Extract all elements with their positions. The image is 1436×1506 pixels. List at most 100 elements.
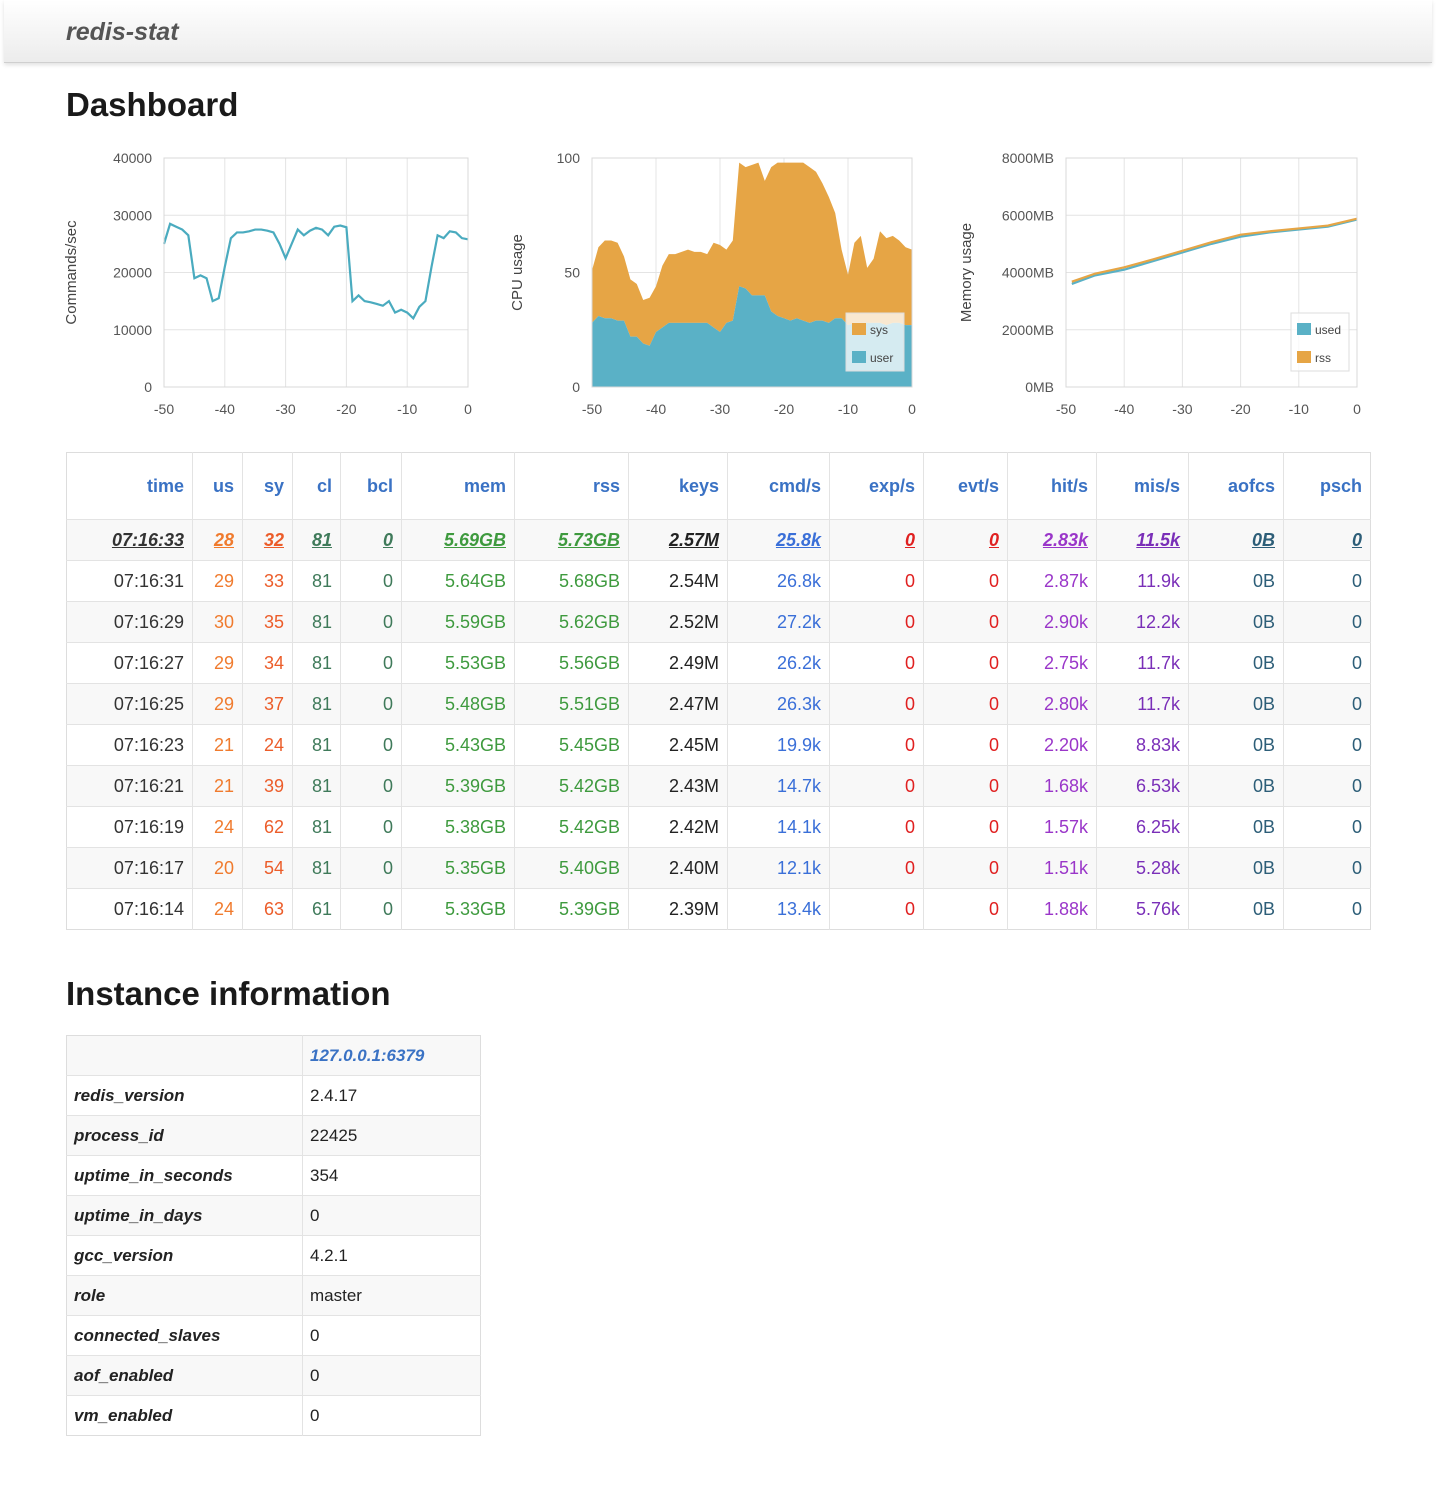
column-header-psch[interactable]: psch <box>1283 452 1371 520</box>
column-header-us[interactable]: us <box>192 452 243 520</box>
cell-mis-per-s: 6.53k <box>1096 765 1189 807</box>
table-row: 07:16:19 24 62 81 0 5.38GB 5.42GB 2.42M 14.1k 0 0 1… <box>66 806 1371 848</box>
column-header-evt-per-s[interactable]: evt/s <box>923 452 1008 520</box>
column-header-cmd-per-s[interactable]: cmd/s <box>727 452 830 520</box>
cell-cmd-per-s: 13.4k <box>727 888 830 930</box>
series-line-used <box>1071 218 1358 285</box>
cell-hit-per-s: 2.90k <box>1007 601 1097 643</box>
cell-cmd-per-s: 19.9k <box>727 724 830 766</box>
instance-host: 127.0.0.1:6379 <box>302 1035 481 1076</box>
cell-hit-per-s: 1.68k <box>1007 765 1097 807</box>
x-tick-label: -40 <box>1114 401 1134 417</box>
cell-exp-per-s: 0 <box>829 765 924 807</box>
cell-psch: 0 <box>1283 888 1371 930</box>
cell-rss: 5.62GB <box>514 601 629 643</box>
x-tick-label: -50 <box>1056 401 1076 417</box>
y-tick-label: 20000 <box>113 265 152 281</box>
cell-cmd-per-s: 12.1k <box>727 847 830 889</box>
y-axis-label: Commands/sec <box>63 220 80 325</box>
cell-mem: 5.38GB <box>401 806 515 848</box>
cell-mis-per-s: 12.2k <box>1096 601 1189 643</box>
cell-us: 29 <box>192 642 243 684</box>
cell-keys: 2.47M <box>628 683 728 725</box>
cell-hit-per-s: 1.51k <box>1007 847 1097 889</box>
legend-swatch-sys <box>852 323 866 335</box>
cell-cl: 81 <box>292 560 341 602</box>
instance-row: gcc_version 4.2.1 <box>66 1235 481 1276</box>
cell-psch: 0 <box>1283 806 1371 848</box>
column-header-aofcs[interactable]: aofcs <box>1188 452 1284 520</box>
x-tick-label: -50 <box>154 401 174 417</box>
cell-sy: 24 <box>242 724 293 766</box>
cell-cmd-per-s: 26.3k <box>727 683 830 725</box>
cell-evt-per-s: 0 <box>923 847 1008 889</box>
column-header-keys[interactable]: keys <box>628 452 728 520</box>
cell-time: 07:16:19 <box>66 806 193 848</box>
instance-key: connected_slaves <box>66 1315 303 1356</box>
column-header-bcl[interactable]: bcl <box>340 452 402 520</box>
cell-rss: 5.39GB <box>514 888 629 930</box>
instance-key: vm_enabled <box>66 1395 303 1436</box>
cell-cmd-per-s: 26.8k <box>727 560 830 602</box>
cell-rss: 5.68GB <box>514 560 629 602</box>
cell-us: 29 <box>192 683 243 725</box>
column-header-cl[interactable]: cl <box>292 452 341 520</box>
x-tick-label: -20 <box>774 401 794 417</box>
instance-key: uptime_in_days <box>66 1195 303 1236</box>
cell-sy: 63 <box>242 888 293 930</box>
x-tick-label: -30 <box>710 401 730 417</box>
cell-exp-per-s: 0 <box>829 642 924 684</box>
column-header-sy[interactable]: sy <box>242 452 293 520</box>
cell-bcl: 0 <box>340 519 402 561</box>
cell-us: 21 <box>192 765 243 807</box>
cell-cl: 81 <box>292 519 341 561</box>
cell-rss: 5.42GB <box>514 765 629 807</box>
navbar: redis-stat <box>4 0 1432 63</box>
cell-time: 07:16:14 <box>66 888 193 930</box>
instance-table: 127.0.0.1:6379 redis_version 2.4.17 proces… <box>66 1035 481 1436</box>
cell-bcl: 0 <box>340 560 402 602</box>
cell-aofcs: 0B <box>1188 519 1284 561</box>
cell-exp-per-s: 0 <box>829 560 924 602</box>
cell-keys: 2.40M <box>628 847 728 889</box>
x-tick-label: 0 <box>1353 401 1361 417</box>
cell-time: 07:16:25 <box>66 683 193 725</box>
brand-link[interactable]: redis-stat <box>66 18 179 46</box>
cell-aofcs: 0B <box>1188 724 1284 766</box>
cell-sy: 34 <box>242 642 293 684</box>
legend-label-user: user <box>870 351 893 365</box>
y-axis-label: CPU usage <box>509 234 526 311</box>
x-tick-label: -10 <box>1289 401 1309 417</box>
cell-exp-per-s: 0 <box>829 683 924 725</box>
column-header-hit-per-s[interactable]: hit/s <box>1007 452 1097 520</box>
column-header-exp-per-s[interactable]: exp/s <box>829 452 924 520</box>
cell-time: 07:16:27 <box>66 642 193 684</box>
cell-exp-per-s: 0 <box>829 806 924 848</box>
cell-psch: 0 <box>1283 847 1371 889</box>
cell-aofcs: 0B <box>1188 847 1284 889</box>
cell-psch: 0 <box>1283 560 1371 602</box>
cell-us: 20 <box>192 847 243 889</box>
cell-evt-per-s: 0 <box>923 724 1008 766</box>
instance-header-row: 127.0.0.1:6379 <box>66 1035 481 1076</box>
cell-evt-per-s: 0 <box>923 642 1008 684</box>
cell-bcl: 0 <box>340 847 402 889</box>
cell-aofcs: 0B <box>1188 765 1284 807</box>
cell-evt-per-s: 0 <box>923 519 1008 561</box>
cell-cl: 81 <box>292 765 341 807</box>
cell-cmd-per-s: 14.7k <box>727 765 830 807</box>
legend-swatch-rss <box>1297 351 1311 363</box>
column-header-mem[interactable]: mem <box>401 452 515 520</box>
x-tick-label: -10 <box>397 401 417 417</box>
instance-value: 0 <box>302 1195 481 1236</box>
column-header-mis-per-s[interactable]: mis/s <box>1096 452 1189 520</box>
cell-cl: 61 <box>292 888 341 930</box>
cell-mem: 5.69GB <box>401 519 515 561</box>
cell-cl: 81 <box>292 724 341 766</box>
column-header-rss[interactable]: rss <box>514 452 629 520</box>
cell-us: 29 <box>192 560 243 602</box>
chart-legend: sys user <box>845 312 905 372</box>
cell-aofcs: 0B <box>1188 683 1284 725</box>
column-header-time[interactable]: time <box>146 475 184 496</box>
y-axis-label: Memory usage <box>958 223 975 322</box>
